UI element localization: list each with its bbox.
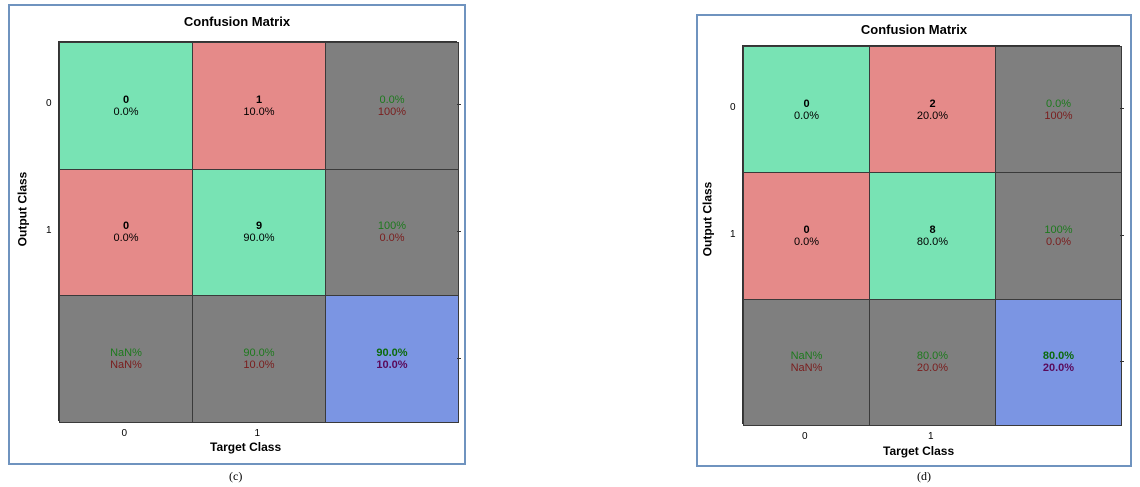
matrix-cell: 2 20.0% bbox=[869, 46, 996, 174]
y-tick-label: 1 bbox=[730, 228, 736, 240]
matrix-cell: 0 0.0% bbox=[59, 42, 193, 170]
summary-error-percent: 100% bbox=[1044, 109, 1073, 122]
cell-percent: 0.0% bbox=[113, 105, 139, 118]
y-tick-label: 1 bbox=[46, 225, 52, 236]
cell-count: 0 bbox=[122, 220, 130, 233]
cell-percent: 80.0% bbox=[916, 235, 949, 248]
cell-percent: 0.0% bbox=[113, 232, 139, 245]
cell-count: 9 bbox=[255, 220, 263, 233]
x-tick-label: 0 bbox=[121, 428, 128, 439]
summary-correct-percent: 90.0% bbox=[243, 347, 275, 360]
cell-percent: 90.0% bbox=[243, 232, 275, 245]
summary-error-percent: 0.0% bbox=[1045, 235, 1072, 248]
summary-cell: 0.0% 100% bbox=[325, 42, 459, 170]
cell-percent: 0.0% bbox=[793, 109, 820, 122]
summary-error-percent: 10.0% bbox=[243, 359, 275, 372]
summary-error-percent: 20.0% bbox=[916, 362, 949, 375]
matrix-cell: 0 0.0% bbox=[59, 168, 193, 297]
y-axis-label: Output Class bbox=[15, 171, 30, 247]
x-tick-label: 0 bbox=[802, 431, 808, 442]
summary-correct-percent: 0.0% bbox=[379, 93, 405, 106]
cell-count: 0 bbox=[122, 93, 130, 106]
summary-correct-percent: 0.0% bbox=[1045, 97, 1072, 110]
y-axis-label: Output Class bbox=[700, 181, 715, 257]
x-tick-label: 1 bbox=[254, 428, 261, 439]
right-tick-mark bbox=[457, 231, 461, 232]
overall-accuracy-cell: 90.0% 10.0% bbox=[325, 295, 459, 423]
x-axis-label: Target Class bbox=[883, 444, 955, 458]
summary-correct-percent: 80.0% bbox=[916, 350, 949, 363]
caption-c: (c) bbox=[229, 469, 243, 483]
matrix-cell: 1 10.0% bbox=[192, 42, 326, 170]
cell-percent: 0.0% bbox=[793, 235, 820, 248]
right-tick-mark bbox=[1120, 234, 1124, 236]
matrix-cell: 0 0.0% bbox=[743, 172, 870, 300]
summary-cell: 100% 0.0% bbox=[325, 168, 459, 297]
right-tick-mark bbox=[457, 357, 461, 359]
cell-percent: 20.0% bbox=[916, 109, 949, 122]
summary-cell: NaN% NaN% bbox=[59, 295, 193, 423]
figure-d-frame: Confusion Matrix 0 0.0% 2 20.0% 0.0% 100% 0 0.0… bbox=[696, 14, 1132, 467]
chart-title: Confusion Matrix bbox=[860, 22, 968, 37]
matrix-cell: 8 80.0% bbox=[869, 172, 996, 300]
summary-cell: 80.0% 20.0% bbox=[869, 298, 996, 426]
summary-correct-percent: NaN% bbox=[110, 347, 142, 360]
right-tick-mark bbox=[1120, 108, 1124, 110]
summary-error-percent: NaN% bbox=[110, 359, 142, 372]
cell-count: 0 bbox=[803, 97, 810, 110]
cell-count: 0 bbox=[803, 223, 810, 236]
summary-cell: 100% 0.0% bbox=[995, 172, 1122, 300]
right-tick-mark bbox=[1120, 360, 1124, 362]
caption-d: (d) bbox=[917, 469, 931, 483]
summary-error-percent: NaN% bbox=[790, 362, 823, 375]
confusion-grid: 0 0.0% 2 20.0% 0.0% 100% 0 0.0% 8 80.0% 100% 0.0% Na… bbox=[742, 45, 1122, 426]
cell-count: 2 bbox=[929, 97, 936, 110]
summary-cell: 90.0% 10.0% bbox=[192, 295, 326, 423]
right-tick-mark bbox=[457, 104, 461, 106]
confusion-grid: 0 0.0% 1 10.0% 0.0% 100% 0 0.0% 9 90.0% 100% 0.0% Na… bbox=[58, 41, 459, 423]
overall-accuracy-cell: 80.0% 20.0% bbox=[995, 298, 1122, 426]
summary-correct-percent: 80.0% bbox=[1042, 350, 1075, 363]
summary-error-percent: 0.0% bbox=[379, 232, 405, 245]
summary-error-percent: 100% bbox=[377, 105, 407, 118]
summary-error-percent: 10.0% bbox=[376, 359, 408, 372]
chart-title: Confusion Matrix bbox=[183, 14, 291, 29]
summary-correct-percent: 90.0% bbox=[376, 347, 408, 360]
x-axis-label: Target Class bbox=[210, 440, 282, 454]
x-tick-label: 1 bbox=[928, 431, 934, 442]
summary-correct-percent: 100% bbox=[377, 220, 407, 233]
matrix-cell: 9 90.0% bbox=[192, 168, 326, 297]
summary-cell: NaN% NaN% bbox=[743, 298, 870, 426]
cell-count: 8 bbox=[929, 223, 936, 236]
y-tick-label: 0 bbox=[46, 98, 52, 110]
summary-correct-percent: 100% bbox=[1044, 223, 1073, 236]
summary-cell: 0.0% 100% bbox=[995, 46, 1122, 174]
cell-percent: 10.0% bbox=[243, 105, 275, 118]
matrix-cell: 0 0.0% bbox=[743, 46, 870, 174]
figure-c-frame: Confusion Matrix 0 0.0% 1 10.0% 0.0% 100% 0 0.0… bbox=[8, 4, 466, 465]
cell-count: 1 bbox=[255, 93, 263, 106]
y-tick-label: 0 bbox=[730, 102, 736, 114]
summary-error-percent: 20.0% bbox=[1042, 362, 1075, 375]
summary-correct-percent: NaN% bbox=[790, 350, 823, 363]
